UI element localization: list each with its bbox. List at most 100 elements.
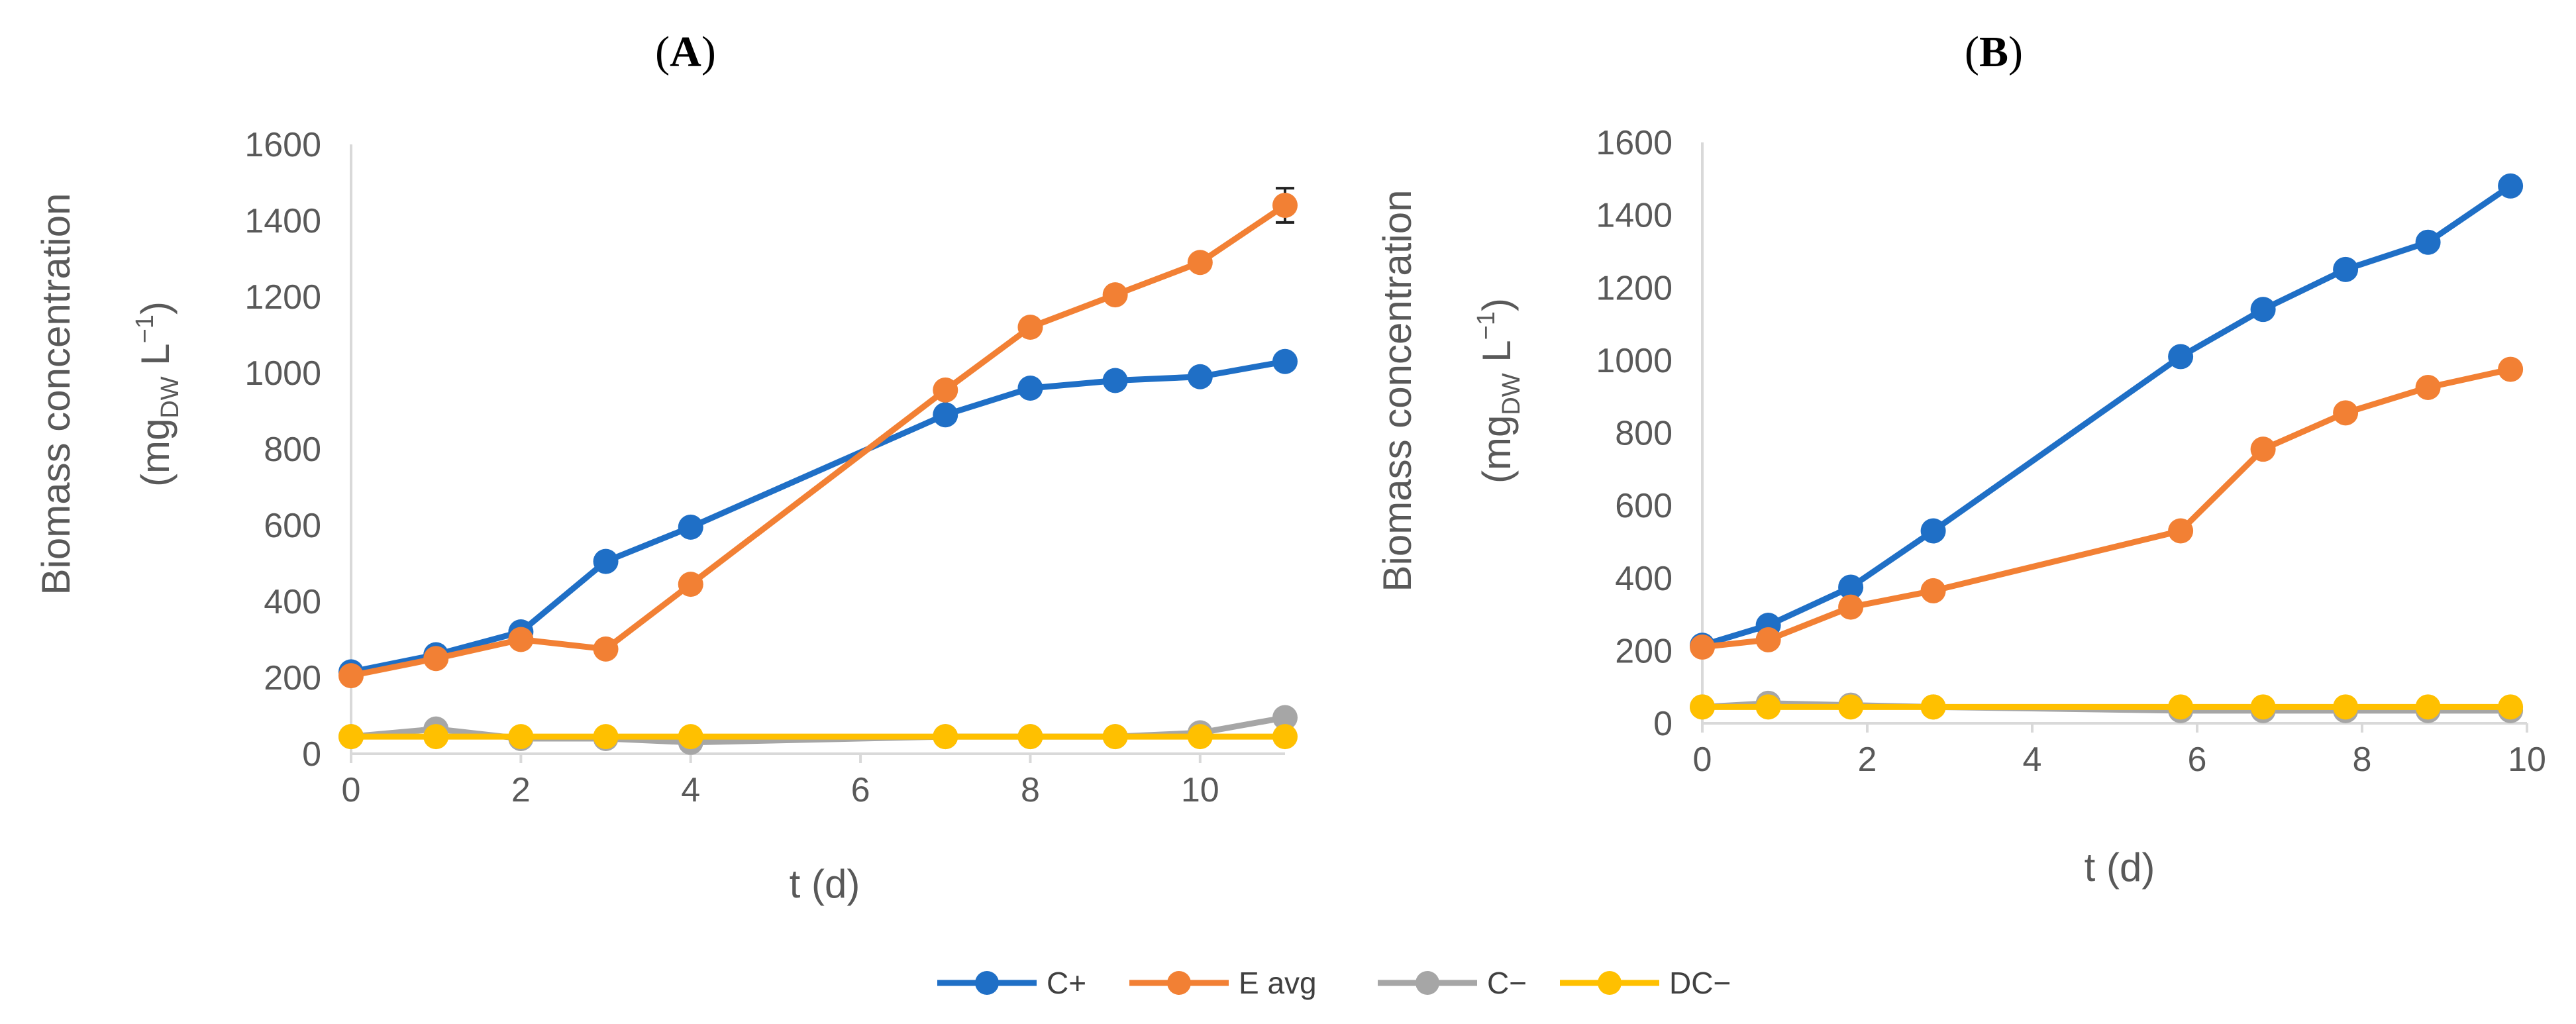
panel-a-y-tick-label: 800 [264, 431, 321, 469]
panel-b-point-e-avg [1755, 627, 1781, 652]
panel-a-point-e-avg [508, 627, 534, 652]
panel-a-point-c-plus [593, 548, 619, 574]
panel-a-point-dc-minus [678, 724, 703, 750]
panel-a-x-tick-label: 2 [511, 771, 531, 809]
panel-b-point-c-plus [2168, 344, 2194, 370]
panel-a-point-dc-minus [1187, 724, 1213, 750]
panel-a-ylabel: Biomass concentration (mgDW L−1) [34, 193, 184, 595]
panel-a-plot-area [338, 187, 1298, 755]
panel-b-y-tick-label: 0 [1653, 705, 1673, 743]
legend-marker-e-avg [1167, 971, 1191, 995]
panel-b-ylabel-line2: (mgDW L−1) [1472, 298, 1525, 484]
panel-b-y-tick-label: 600 [1615, 487, 1673, 525]
legend-marker-dc-minus [1598, 971, 1622, 995]
chart-panel-b: (B) Biomass concentration (mgDW L−1) 0 20… [1375, 28, 2546, 890]
panel-a-point-dc-minus [593, 724, 619, 750]
legend-item-dc-minus: DC− [1560, 966, 1731, 1000]
panel-b-y-tick-label: 200 [1615, 632, 1673, 670]
panel-b-point-dc-minus [2415, 694, 2441, 720]
panel-b-point-e-avg [2498, 356, 2524, 382]
panel-b-point-dc-minus [2333, 694, 2359, 720]
panel-a-point-e-avg [1017, 315, 1043, 340]
legend-item-e-avg: E avg [1129, 966, 1317, 1000]
panel-b-point-c-plus [2415, 229, 2441, 255]
panel-a-y-ticks: 0 200 400 600 800 1000 1200 1400 1600 [244, 126, 321, 774]
panel-b-series-c-plus [1690, 173, 2524, 658]
panel-a-xlabel: t (d) [790, 862, 860, 906]
panel-a-point-dc-minus [423, 724, 449, 750]
panel-a-point-dc-minus [1102, 724, 1128, 750]
legend-item-c-minus: C− [1378, 966, 1527, 1000]
panel-b-point-c-plus [2333, 256, 2359, 282]
panel-b-point-c-plus [2498, 173, 2524, 199]
panel-a-point-e-avg [593, 636, 619, 662]
panel-a-x-tick-label: 10 [1181, 771, 1219, 809]
panel-a-ylabel-line2: (mgDW L−1) [131, 301, 184, 487]
panel-b-point-dc-minus [2250, 694, 2276, 720]
panel-b-series-e-avg [1690, 356, 2524, 660]
legend-label-c-plus: C+ [1047, 966, 1086, 1000]
panel-a-point-dc-minus [933, 724, 958, 750]
panel-a-ylabel-line1: Biomass concentration [34, 193, 78, 595]
panel-b-point-dc-minus [2498, 694, 2524, 720]
legend-label-dc-minus: DC− [1669, 966, 1731, 1000]
legend-label-c-minus: C− [1487, 966, 1527, 1000]
panel-a-y-tick-label: 0 [302, 735, 321, 774]
panel-b-y-tick-label: 800 [1615, 415, 1673, 453]
legend-item-c-plus: C+ [937, 966, 1086, 1000]
panel-b-point-dc-minus [2168, 694, 2194, 720]
panel-b-plot-area [1690, 173, 2524, 723]
panel-b-point-e-avg [2168, 518, 2194, 544]
panel-b-point-dc-minus [1920, 694, 1946, 720]
panel-a-series-e-avg [338, 187, 1298, 689]
legend-marker-c-plus [975, 971, 999, 995]
panel-b-ylabel: Biomass concentration (mgDW L−1) [1375, 190, 1525, 592]
panel-a-point-dc-minus [1017, 724, 1043, 750]
panel-a-point-e-avg [338, 663, 364, 689]
panel-a-axes [350, 144, 1285, 755]
panel-a-point-e-avg [933, 377, 958, 403]
panel-b-point-e-avg [1690, 634, 1715, 660]
panel-b-y-tick-label: 1000 [1596, 342, 1673, 380]
panel-a-x-tick-label: 8 [1021, 771, 1040, 809]
panel-a-y-tick-label: 1600 [244, 126, 321, 164]
panel-a-series-dc-minus [338, 724, 1298, 750]
panel-a-point-c-plus [933, 402, 958, 428]
panel-b-x-tick-label: 2 [1858, 741, 1877, 779]
panel-a-point-e-avg [678, 572, 703, 597]
panel-b-point-c-plus [1838, 574, 1864, 600]
panel-a-point-e-avg [423, 646, 449, 672]
panel-b-ylabel-line1: Biomass concentration [1375, 190, 1419, 592]
panel-a-point-e-avg [1187, 250, 1213, 276]
panel-b-y-tick-label: 1400 [1596, 197, 1673, 235]
panel-b-y-tick-label: 1600 [1596, 124, 1673, 162]
legend-marker-c-minus [1416, 971, 1439, 995]
panel-a-x-tick-label: 4 [681, 771, 700, 809]
panel-b-x-tick-label: 8 [2353, 741, 2372, 779]
chart-panel-a: (A) Biomass concentration (mgDW L−1) 020… [34, 28, 1298, 906]
panel-b-x-tick-label: 10 [2508, 741, 2546, 779]
panel-b-title: (B) [1965, 28, 2023, 76]
panel-a-point-c-plus [678, 514, 703, 540]
panel-b-x-tick-label: 6 [2188, 741, 2207, 779]
panel-b-point-dc-minus [1755, 694, 1781, 720]
panel-a-y-tick-label: 1200 [244, 278, 321, 317]
panel-a-point-c-plus [1017, 376, 1043, 401]
panel-a-series-c-plus [338, 348, 1298, 685]
panel-b-point-e-avg [1838, 594, 1864, 620]
panel-a-series-c-minus [338, 705, 1298, 755]
panel-a-point-c-minus [1272, 705, 1298, 731]
panel-b-xlabel: t (d) [2085, 845, 2155, 890]
panel-a-point-dc-minus [1272, 724, 1298, 750]
panel-a-y-tick-label: 1400 [244, 202, 321, 240]
panel-a-line-e-avg [350, 203, 1287, 679]
panel-b-line-c-plus [1701, 183, 2512, 648]
panel-b-point-c-plus [1920, 518, 1946, 544]
panel-a-y-tick-label: 600 [264, 507, 321, 545]
panel-a-x-tick-label: 6 [851, 771, 870, 809]
panel-b-y-ticks: 0 200 400 600 800 1000 1200 1400 1600 [1596, 124, 1673, 743]
panel-a-y-tick-label: 400 [264, 583, 321, 621]
panel-b-point-e-avg [2333, 400, 2359, 426]
panel-a-point-c-plus [1272, 348, 1298, 374]
